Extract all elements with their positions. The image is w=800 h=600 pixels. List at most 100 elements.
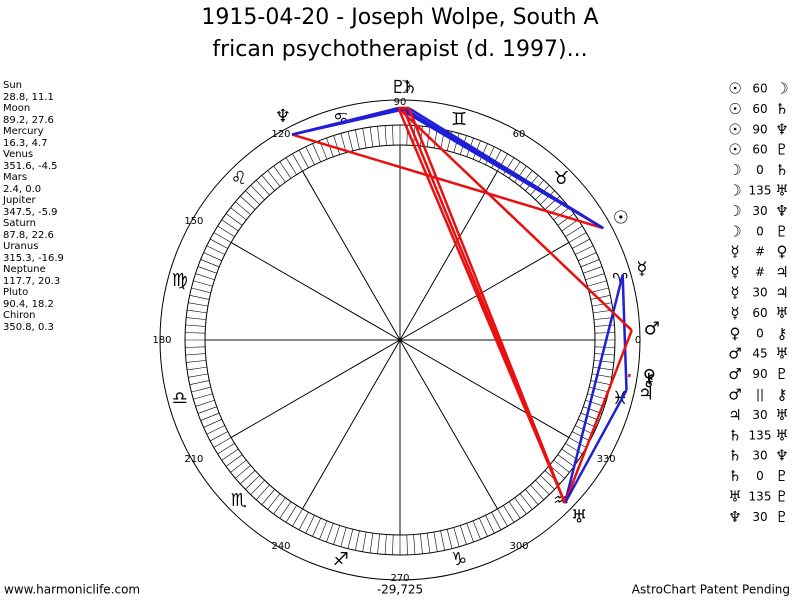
ring-tick	[285, 505, 297, 523]
ring-tick	[583, 266, 603, 274]
planet-name: Chiron	[3, 310, 35, 321]
ring-tick	[591, 302, 612, 307]
ring-tick	[200, 412, 220, 421]
ring-tick	[213, 232, 232, 243]
aspect-to: ♃	[775, 284, 788, 302]
degree-label: 120	[271, 129, 290, 140]
ring-tick	[210, 238, 228, 249]
ring-tick	[230, 459, 247, 473]
planet-position: 90.4, 18.2	[3, 299, 54, 310]
ring-tick	[279, 161, 292, 179]
ring-tick	[406, 534, 408, 555]
ring-tick	[440, 530, 445, 551]
aspect-to: ♀	[777, 243, 788, 261]
planet-name: Moon	[3, 103, 30, 114]
aspect-type: #	[755, 265, 765, 279]
ring-tick	[519, 170, 533, 187]
planet-position: 117.7, 20.3	[3, 276, 60, 287]
aspect-type: 60	[752, 306, 767, 320]
ring-tick	[245, 190, 260, 205]
aspect-type: 30	[752, 510, 767, 524]
ring-tick	[557, 213, 575, 226]
ring-tick	[362, 128, 367, 149]
aspect-to: ♆	[775, 120, 788, 138]
ring-tick	[312, 518, 321, 537]
planet-glyph: ♃	[638, 384, 654, 405]
ring-tick	[491, 512, 502, 530]
planet-position: 16.3, 4.7	[3, 138, 48, 149]
aspect-from: ♂	[728, 386, 741, 404]
ring-tick	[210, 431, 228, 442]
aspect-from: ♄	[728, 426, 741, 444]
ring-tick	[503, 505, 515, 523]
ring-tick	[197, 406, 217, 414]
aspect-type: 135	[749, 184, 772, 198]
ring-tick	[590, 380, 611, 385]
aspect-type: 0	[756, 163, 764, 177]
ring-tick	[191, 287, 211, 294]
aspect-line	[397, 107, 633, 332]
ring-tick	[591, 373, 612, 378]
aspect-from: ☉	[728, 100, 741, 118]
ring-tick	[594, 332, 615, 334]
aspect-from: ☉	[728, 120, 741, 138]
ring-tick	[553, 207, 570, 221]
ring-tick	[230, 207, 247, 221]
ring-tick	[553, 459, 570, 473]
planet-name: Neptune	[3, 264, 46, 275]
sign-glyph: ♌	[231, 168, 247, 189]
aspect-from: ☉	[728, 80, 741, 98]
ring-tick	[413, 534, 416, 555]
ring-tick	[250, 480, 265, 495]
ring-tick	[519, 493, 533, 510]
ring-tick	[575, 245, 594, 255]
ring-tick	[593, 360, 614, 363]
aspect-from: ☽	[728, 182, 741, 200]
ring-tick	[433, 531, 438, 552]
footer-site: www.harmoniclife.com	[4, 583, 140, 597]
ring-tick	[261, 489, 275, 505]
degree-label: 240	[271, 541, 290, 552]
ring-tick	[453, 527, 460, 547]
planet-name: Saturn	[3, 218, 36, 229]
planet-position: 87.8, 22.6	[3, 230, 54, 241]
ring-tick	[585, 273, 605, 281]
ring-tick	[362, 531, 367, 552]
ring-tick	[197, 266, 217, 274]
aspect-type: 90	[752, 122, 767, 136]
aspect-from: ♀	[730, 324, 741, 342]
ring-tick	[593, 366, 613, 371]
ring-tick	[213, 437, 232, 448]
aspect-from: ☽	[728, 222, 741, 240]
aspect-to: ♆	[775, 202, 788, 220]
spoke	[230, 242, 570, 438]
ring-tick	[508, 501, 521, 519]
ring-tick	[240, 195, 256, 210]
ring-tick	[195, 399, 215, 407]
aspect-type: 60	[752, 82, 767, 96]
aspect-to: ♆	[775, 447, 788, 465]
sign-glyph: ♏	[231, 490, 247, 511]
aspect-to: ⚷	[777, 324, 788, 342]
sign-glyph: ♎	[172, 388, 188, 409]
ring-tick	[580, 259, 600, 268]
ring-tick	[557, 454, 575, 467]
ring-tick	[572, 238, 590, 249]
ring-tick	[540, 475, 555, 490]
ring-tick	[185, 324, 206, 327]
planet-glyph: ☉	[613, 208, 629, 229]
ring-tick	[565, 443, 583, 455]
ring-tick	[186, 360, 207, 363]
ring-tick	[384, 534, 387, 555]
ring-tick	[392, 534, 394, 555]
planet-glyph: ⚷	[642, 369, 655, 390]
ring-tick	[217, 225, 235, 237]
aspect-from: ♅	[728, 488, 741, 506]
ring-tick	[466, 523, 474, 543]
ring-tick	[485, 146, 495, 165]
ring-tick	[369, 127, 374, 147]
sign-glyph: ♐	[333, 549, 349, 570]
ring-tick	[340, 527, 347, 547]
aspect-from: ♂	[728, 345, 741, 363]
